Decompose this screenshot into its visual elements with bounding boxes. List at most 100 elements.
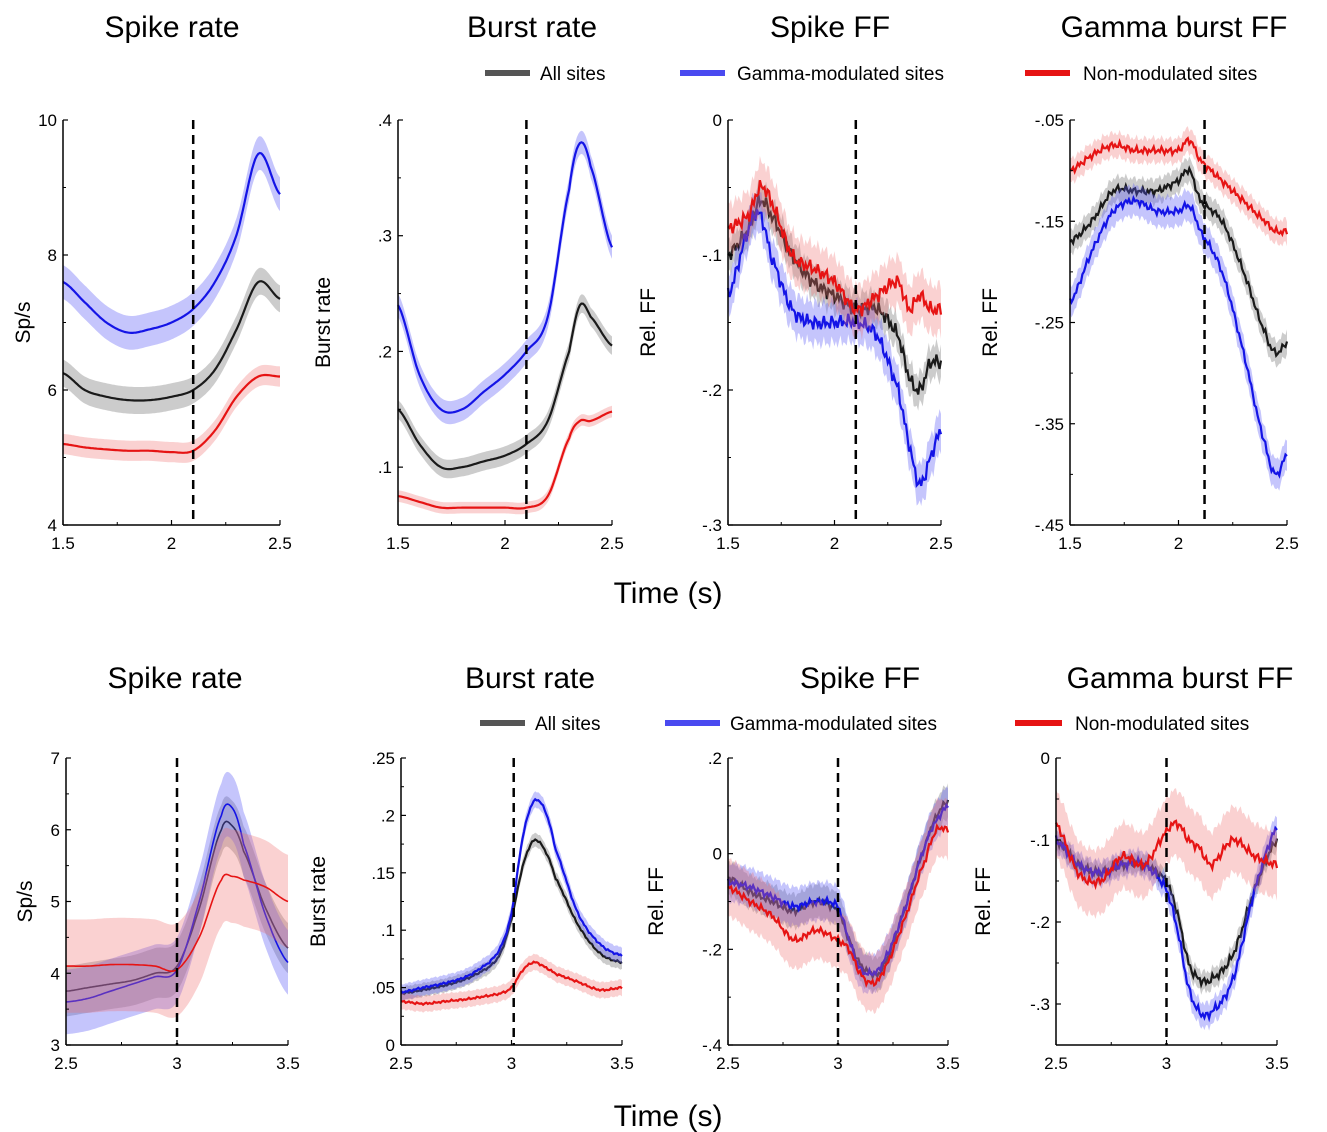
x-tick-label: 3.5	[610, 1054, 634, 1073]
series-band-non	[401, 953, 622, 1013]
panel-3: Spike FF Rel. FF -.3 -.2 -.1 0 1.5 2 2.5	[637, 11, 953, 553]
x-tick-label: 2.5	[716, 1054, 740, 1073]
y-tick-label: -.2	[702, 381, 722, 400]
x-tick-label: 1.5	[1058, 534, 1082, 553]
x-tick-label: 2.5	[929, 534, 953, 553]
series-line-all	[1069, 165, 1289, 359]
panel-title: Spike FF	[800, 662, 920, 695]
y-tick-label: -.25	[1035, 314, 1064, 333]
panel-6: Burst rate Burst rate 0 .05 .1 .15 .2 .25 2.5 3 3.…	[307, 662, 634, 1073]
y-axis-label: Sp/s	[12, 301, 35, 343]
y-tick-label: -.3	[1030, 995, 1050, 1014]
series-band-all	[1070, 156, 1287, 368]
series-band-all	[66, 796, 288, 1017]
y-tick-label: .1	[378, 458, 392, 477]
y-tick-label: 0	[713, 845, 722, 864]
x-tick-label: 3.5	[936, 1054, 960, 1073]
y-tick-label: .2	[381, 806, 395, 825]
x-tick-label: 2.5	[1275, 534, 1299, 553]
y-axis-label: Sp/s	[14, 880, 37, 922]
panel-7: Spike FF Rel. FF -.4 -.2 0 .2 2.5 3 3.5	[645, 662, 960, 1073]
series-band-gamma	[728, 189, 941, 506]
x-tick-label: 1.5	[386, 534, 410, 553]
y-tick-label: 0	[713, 111, 722, 130]
panel-title: Gamma burst FF	[1061, 11, 1288, 44]
panel-title: Burst rate	[467, 11, 597, 44]
series-line-gamma	[726, 208, 943, 488]
y-tick-label: .3	[378, 227, 392, 246]
series-band-gamma	[401, 791, 622, 1001]
x-tick-label: 3	[172, 1054, 181, 1073]
x-tick-label: 1.5	[716, 534, 740, 553]
series-line-gamma	[1054, 825, 1278, 1023]
legend-label-non-2: Non-modulated sites	[1075, 714, 1249, 735]
y-tick-label: -.1	[702, 246, 722, 265]
x-tick-label: 2.5	[600, 534, 624, 553]
x-tick-label: 2	[500, 534, 509, 553]
series-band-non	[728, 155, 941, 341]
series-line-non	[397, 410, 613, 510]
series-line-non	[62, 373, 280, 454]
y-axis-label: Rel. FF	[972, 867, 995, 936]
x-tick-label: 1.5	[51, 534, 75, 553]
y-tick-label: 3	[51, 1036, 60, 1055]
y-axis-label: Burst rate	[307, 856, 330, 947]
y-tick-label: -.2	[1030, 913, 1050, 932]
y-tick-label: 7	[51, 749, 60, 768]
series-band-non	[398, 405, 612, 515]
legend-label-all: All sites	[540, 64, 605, 85]
series-line-gamma	[397, 141, 614, 414]
y-tick-label: 4	[51, 964, 60, 983]
panel-title: Burst rate	[465, 662, 595, 695]
y-tick-label: .1	[381, 921, 395, 940]
series-line-gamma	[400, 797, 623, 994]
y-tick-label: -.45	[1035, 516, 1064, 535]
y-tick-label: -.2	[702, 940, 722, 959]
y-tick-label: .2	[378, 342, 392, 361]
series-line-non	[400, 960, 623, 1007]
series-line-all	[62, 280, 281, 402]
series-line-non	[1069, 136, 1289, 238]
x-tick-label: 3	[1162, 1054, 1171, 1073]
panel-4: Gamma burst FF Rel. FF -.45 -.35 -.25 -.15 -.0…	[979, 11, 1299, 553]
series-line-gamma	[1068, 194, 1288, 479]
y-axis-label: Burst rate	[312, 277, 335, 368]
y-tick-label: .15	[371, 864, 395, 883]
x-tick-label: 3.5	[276, 1054, 300, 1073]
y-tick-label: 10	[38, 111, 57, 130]
series-band-all	[398, 294, 612, 479]
x-axis-label-top: Time (s)	[614, 577, 723, 610]
panel-title: Spike FF	[770, 11, 890, 44]
x-tick-label: 2.5	[1044, 1054, 1068, 1073]
y-axis-label: Rel. FF	[637, 288, 660, 357]
x-tick-label: 3	[507, 1054, 516, 1073]
y-axis-label: Rel. FF	[645, 867, 668, 936]
legend-label-gamma-2: Gamma-modulated sites	[730, 714, 937, 735]
panel-title: Gamma burst FF	[1067, 662, 1294, 695]
x-tick-label: 2.5	[54, 1054, 78, 1073]
y-tick-label: -.15	[1035, 212, 1064, 231]
y-tick-label: 0	[386, 1036, 395, 1055]
series-line-gamma	[726, 802, 949, 977]
series-line-all	[397, 302, 613, 471]
legend-label-gamma: Gamma-modulated sites	[737, 64, 944, 85]
y-tick-label: -.1	[1030, 831, 1050, 850]
panel-1: Spike rate Sp/s 4 6 8 10 1.5 2 2.5	[12, 11, 292, 553]
y-axis-label: Rel. FF	[979, 288, 1002, 357]
y-tick-label: .05	[371, 979, 395, 998]
y-tick-label: -.05	[1035, 111, 1064, 130]
legend-bottom: All sites Gamma-modulated sites Non-modu…	[480, 714, 1249, 735]
y-tick-label: 6	[51, 821, 60, 840]
series-band-non	[63, 364, 280, 463]
series-line-all	[400, 838, 623, 996]
series-band-gamma	[1070, 182, 1287, 491]
y-tick-label: -.3	[702, 516, 722, 535]
x-tick-label: 2	[830, 534, 839, 553]
x-tick-label: 3.5	[1265, 1054, 1289, 1073]
panel-title: Spike rate	[104, 11, 239, 44]
y-tick-label: .2	[708, 749, 722, 768]
y-tick-label: -.35	[1035, 415, 1064, 434]
series-band-non	[66, 827, 288, 1018]
